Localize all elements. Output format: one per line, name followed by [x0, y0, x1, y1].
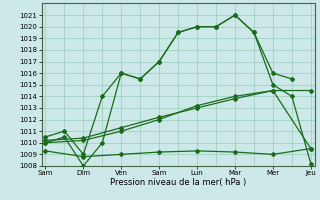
X-axis label: Pression niveau de la mer( hPa ): Pression niveau de la mer( hPa ) — [110, 178, 246, 187]
